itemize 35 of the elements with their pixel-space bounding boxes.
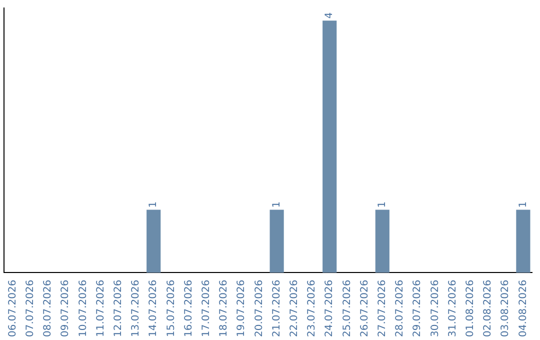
- x-tick-label: 20.07.2026: [254, 280, 265, 338]
- x-tick-label: 31.07.2026: [447, 280, 458, 338]
- x-tick-label: 19.07.2026: [236, 280, 248, 338]
- x-tick-label: 16.07.2026: [183, 280, 194, 338]
- x-tick-label: 25.07.2026: [342, 280, 353, 338]
- x-tick-label: 22.07.2026: [288, 280, 300, 338]
- x-tick-label: 14.07.2026: [148, 280, 160, 338]
- x-tick-label: 17.07.2026: [200, 280, 212, 338]
- x-tick-label: 27.07.2026: [376, 280, 388, 338]
- x-tick-label: 07.07.2026: [24, 280, 36, 338]
- x-tick-label: 18.07.2026: [218, 280, 230, 338]
- x-tick-label: 26.07.2026: [359, 280, 370, 338]
- data-label: 1: [518, 201, 529, 208]
- x-tick-label: 21.07.2026: [271, 280, 282, 338]
- data-label: 1: [376, 201, 388, 208]
- data-label: 4: [324, 12, 336, 19]
- x-tick-label: 12.07.2026: [112, 280, 124, 338]
- x-tick-label: 02.08.2026: [482, 280, 494, 338]
- x-tick-label: 29.07.2026: [412, 280, 424, 338]
- data-label: 1: [271, 201, 282, 208]
- x-tick-label: 08.07.2026: [42, 280, 54, 338]
- x-tick-label: 24.07.2026: [324, 280, 336, 338]
- x-tick-label: 13.07.2026: [130, 280, 142, 338]
- x-tick-label: 11.07.2026: [95, 280, 106, 338]
- x-tick-label: 06.07.2026: [7, 280, 18, 338]
- x-tick-label: 01.08.2026: [464, 280, 476, 338]
- x-tick-label: 03.08.2026: [500, 280, 512, 338]
- x-tick-label: 10.07.2026: [78, 280, 89, 338]
- x-tick-label: 30.07.2026: [430, 280, 441, 338]
- x-tick-label: 23.07.2026: [306, 280, 318, 338]
- x-tick-label: 09.07.2026: [60, 280, 72, 338]
- x-tick-label: 28.07.2026: [394, 280, 406, 338]
- x-tick-label: 15.07.2026: [166, 280, 177, 338]
- data-label: 1: [148, 201, 160, 208]
- x-tick-label: 04.08.2026: [518, 280, 529, 338]
